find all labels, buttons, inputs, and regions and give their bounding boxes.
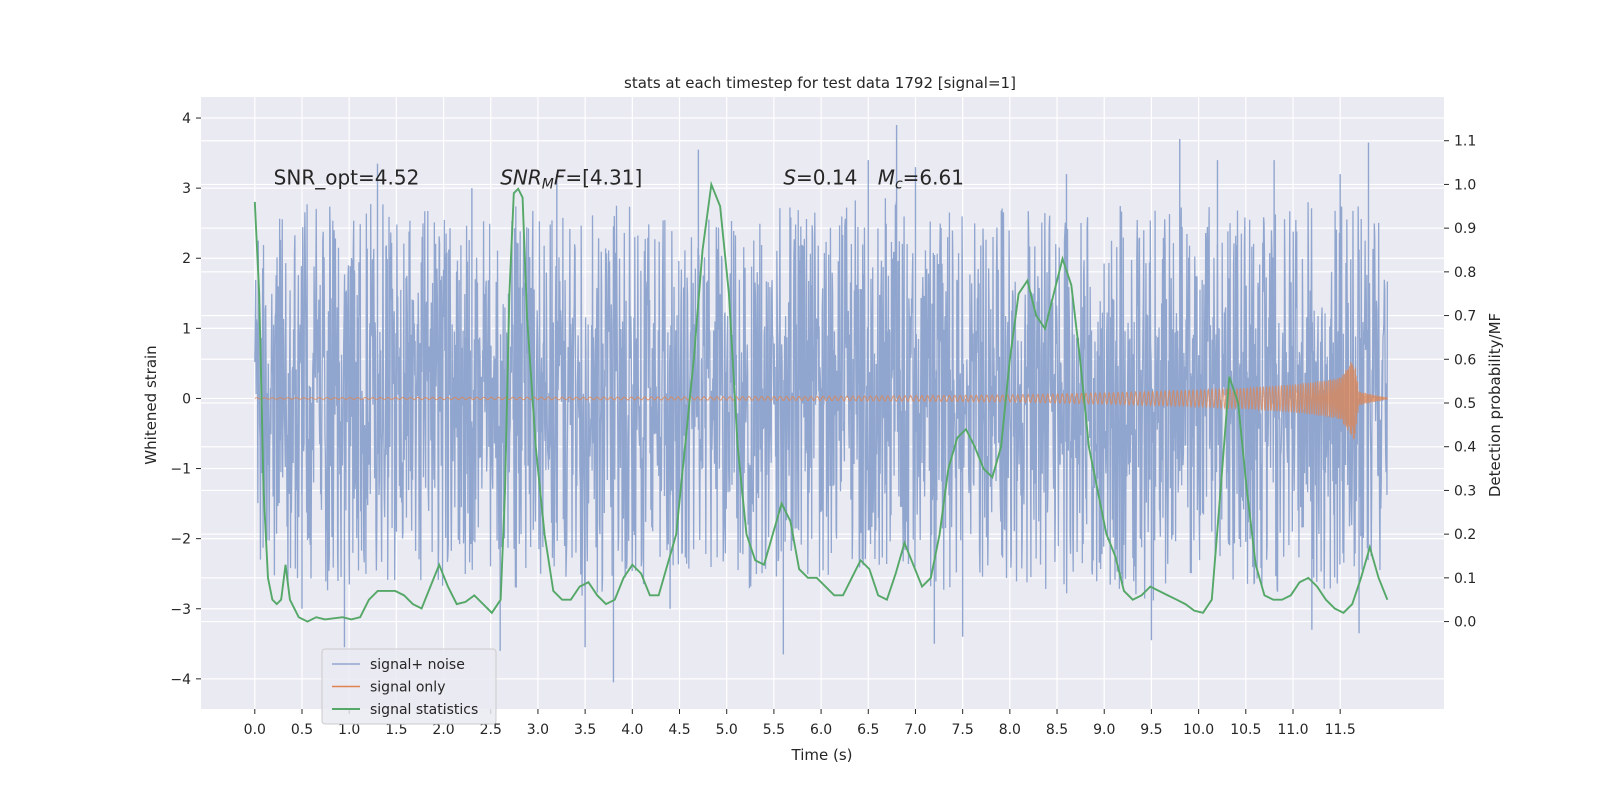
statistics-trace: [253, 180, 1389, 623]
annotation-snr-opt: SNR_opt=4.52: [274, 166, 420, 190]
x-tick-label-2: 1.0: [338, 722, 360, 738]
annotation-snr-mf-part-1: M: [542, 177, 554, 193]
y2-tick-label-3: 0.3: [1454, 483, 1476, 499]
annotation-mc-value-part-1: c: [895, 177, 903, 193]
legend-box: [321, 648, 497, 725]
y2-tick-label-1: 0.1: [1454, 571, 1476, 587]
y2-tick-label-2: 0.2: [1454, 527, 1476, 543]
y-tick-label-5: 1: [182, 321, 191, 337]
annotation-mc-value: Mc=6.61: [878, 166, 964, 193]
y-axis-right: 0.0 0.1 0.2 0.3 0.4 0.5 0.6 0.7 0.8 0.9 1.0 1.1: [1444, 134, 1476, 631]
chart-title: stats at each timestep for test data 179…: [624, 74, 1016, 92]
y-tick-label-1: −3: [170, 602, 191, 618]
y2-tick-label-5: 0.5: [1454, 396, 1476, 412]
annotations: SNR_opt=4.52 SNRMF=[4.31] S=0.14 Mc=6.61: [274, 166, 964, 193]
x-tick-label-21: 10.5: [1230, 722, 1261, 738]
x-tick-label-1: 0.5: [291, 722, 313, 738]
x-tick-label-6: 3.0: [527, 722, 549, 738]
legend-label-1: signal only: [370, 680, 445, 696]
legend-label-0: signal+ noise: [370, 657, 465, 673]
y-axis-left: −4 −3 −2 −1 0 1 2 3 4: [170, 111, 201, 688]
annotation-snr-opt-part-0: SNR_opt=4.52: [274, 166, 420, 190]
annotation-s-value-part-1: =0.14: [796, 166, 857, 190]
x-tick-label-22: 11.0: [1277, 722, 1308, 738]
y2-tick-label-0: 0.0: [1454, 615, 1476, 631]
y-tick-label-6: 2: [182, 251, 191, 267]
y2-tick-label-8: 0.8: [1454, 265, 1476, 281]
annotation-mc-value-part-2: =6.61: [903, 166, 964, 190]
x-tick-label-18: 9.0: [1093, 722, 1115, 738]
noise-trace: [254, 198, 1389, 601]
y-tick-label-4: 0: [182, 391, 191, 407]
x-tick-label-17: 8.5: [1046, 722, 1068, 738]
y2-tick-label-10: 1.0: [1454, 177, 1476, 193]
signal-trace: [254, 362, 1388, 440]
y2-tick-label-7: 0.7: [1454, 309, 1476, 325]
x-tick-label-23: 11.5: [1325, 722, 1356, 738]
x-tick-label-10: 5.0: [716, 722, 738, 738]
legend: signal+ noise signal only signal statistic…: [321, 648, 497, 725]
x-tick-label-3: 1.5: [385, 722, 407, 738]
x-tick-label-19: 9.5: [1140, 722, 1162, 738]
x-axis: 0.0 0.5 1.0 1.5 2.0 2.5 3.0 3.5 4.0 4.5 5.0 5.5 6.0 6…: [244, 709, 1356, 738]
y2-tick-label-9: 0.9: [1454, 221, 1476, 237]
series-signal-statistics: [253, 180, 1389, 623]
y-tick-label-0: −4: [170, 672, 191, 688]
y2-axis-label: Detection probability/MF: [1486, 313, 1504, 497]
annotation-mc-value-part-0: M: [878, 166, 895, 190]
y-tick-label-3: −1: [170, 462, 191, 478]
x-tick-label-0: 0.0: [244, 722, 266, 738]
annotation-s-value-part-0: S: [783, 166, 796, 190]
y-tick-label-8: 4: [182, 111, 191, 127]
y2-tick-label-4: 0.4: [1454, 440, 1476, 456]
annotation-snr-mf-part-3: =[4.31]: [565, 166, 642, 190]
x-tick-label-9: 4.5: [668, 722, 690, 738]
y2-tick-label-11: 1.1: [1454, 134, 1476, 150]
y-tick-label-2: −2: [170, 532, 191, 548]
x-tick-label-15: 7.5: [952, 722, 974, 738]
x-tick-label-16: 8.0: [999, 722, 1021, 738]
series-signal-only: [254, 362, 1388, 440]
x-axis-label: Time (s): [791, 746, 853, 764]
y-tick-label-7: 3: [182, 181, 191, 197]
x-tick-label-8: 4.0: [621, 722, 643, 738]
y-axis-label: Whitened strain: [142, 345, 160, 464]
x-tick-label-7: 3.5: [574, 722, 596, 738]
series-signal-plus-noise: [254, 125, 1389, 683]
x-tick-label-13: 6.5: [857, 722, 879, 738]
x-tick-label-4: 2.0: [432, 722, 454, 738]
annotation-snr-mf-part-0: SNR: [500, 166, 542, 190]
annotation-s-value: S=0.14: [783, 166, 857, 190]
y2-tick-label-6: 0.6: [1454, 352, 1476, 368]
annotation-snr-mf-part-2: F: [554, 166, 566, 190]
x-tick-label-14: 7.0: [904, 722, 926, 738]
legend-label-2: signal statistics: [370, 702, 478, 718]
x-tick-label-5: 2.5: [480, 722, 502, 738]
x-tick-label-12: 6.0: [810, 722, 832, 738]
annotation-snr-mf: SNRMF=[4.31]: [500, 166, 642, 193]
x-tick-label-20: 10.0: [1183, 722, 1214, 738]
x-tick-label-11: 5.5: [763, 722, 785, 738]
